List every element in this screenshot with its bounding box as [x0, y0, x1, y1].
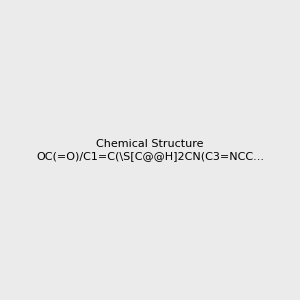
Text: Chemical Structure
OC(=O)/C1=C(\S[C@@H]2CN(C3=NCC...: Chemical Structure OC(=O)/C1=C(\S[C@@H]2…	[36, 139, 264, 161]
